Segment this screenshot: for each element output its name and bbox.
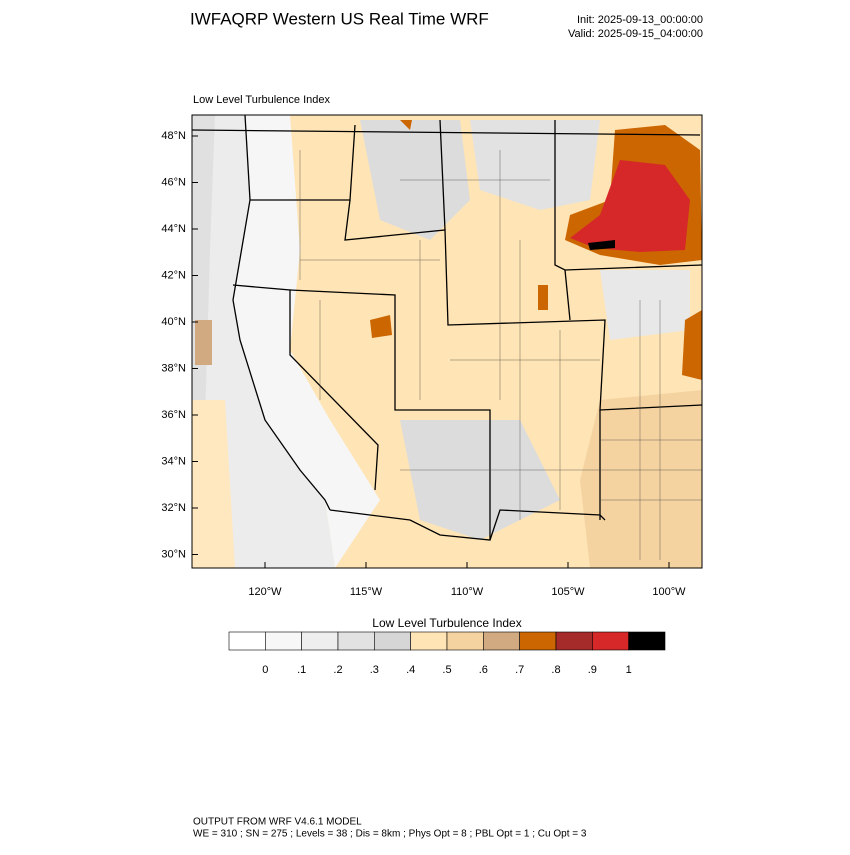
colorbar-label: .5: [442, 664, 451, 676]
colorbar-label: .1: [297, 664, 306, 676]
colorbar-label: 1: [626, 664, 632, 676]
colorbar-box: [519, 631, 557, 651]
orange-patch: [370, 315, 392, 338]
lon-label: 115°W: [350, 586, 383, 598]
tan-patch: [580, 390, 702, 568]
colorbar-label: .7: [515, 664, 524, 676]
colorbar-label: .3: [370, 664, 379, 676]
colorbar-box: [228, 631, 266, 651]
colorbar-label: .4: [406, 664, 415, 676]
tan-patch: [195, 320, 212, 365]
orange-patch: [538, 285, 548, 310]
lat-label: 48°N: [161, 130, 186, 142]
map-frame: [191, 114, 703, 569]
lat-label: 36°N: [161, 409, 186, 421]
lat-label: 42°N: [161, 269, 186, 281]
colorbar-label: 0: [262, 664, 268, 676]
footer-line: OUTPUT FROM WRF V4.6.1 MODEL: [193, 817, 362, 828]
county-lines: [299, 150, 702, 560]
lon-label: 110°W: [451, 586, 484, 598]
colorbar-box: [374, 631, 411, 651]
colorbar-title: Low Level Turbulence Index: [372, 616, 521, 630]
colorbar-box: [301, 631, 339, 651]
footer-line: WE = 310 ; SN = 275 ; Levels = 38 ; Dis …: [193, 829, 587, 840]
colorbar-label: .2: [333, 664, 342, 676]
colorbar-box: [483, 631, 520, 651]
lat-label: 38°N: [161, 362, 186, 374]
colorbar-label: .6: [479, 664, 488, 676]
colorbar-label: .9: [588, 664, 597, 676]
lon-label: 100°W: [652, 586, 686, 598]
colorbar-box: [410, 631, 448, 651]
lat-label: 40°N: [161, 316, 186, 328]
black-patch: [588, 240, 615, 250]
colorbar-box: [628, 631, 666, 651]
lon-label: 105°W: [551, 586, 585, 598]
lat-label: 34°N: [161, 455, 186, 467]
gray-patch: [470, 120, 600, 210]
lat-label: 30°N: [161, 548, 186, 560]
pacific-region: [233, 115, 380, 568]
colorbar-box: [555, 631, 593, 651]
title: IWFAQRP Western US Real Time WRF: [190, 9, 489, 28]
valid-time: Valid: 2025-09-15_04:00:00: [568, 28, 703, 40]
lat-label: 44°N: [161, 223, 186, 235]
map: 48°N 46°N 44°N 42°N 40°N 38°N 36°N 34°N 32°N 30°N…: [161, 114, 703, 598]
lon-label: 120°W: [248, 586, 282, 598]
colorbar-box: [337, 631, 375, 651]
colorbar: 0 .1 .2 .3 .4 .5 .6 .7 .8 .9 1: [228, 631, 666, 676]
colorbar-box: [446, 631, 484, 651]
lat-label: 32°N: [161, 502, 186, 514]
colorbar-label: .8: [551, 664, 560, 676]
borders: [192, 115, 702, 541]
lat-label: 46°N: [161, 176, 186, 188]
orange-patch: [400, 120, 412, 130]
ocean-patch: [192, 400, 235, 568]
map-title: Low Level Turbulence Index: [193, 94, 330, 106]
gray-patch: [600, 270, 690, 340]
red-patch: [570, 160, 690, 252]
colorbar-box: [265, 631, 302, 651]
orange-patch: [682, 310, 702, 380]
init-time: Init: 2025-09-13_00:00:00: [577, 14, 703, 26]
colorbar-box: [592, 631, 629, 651]
